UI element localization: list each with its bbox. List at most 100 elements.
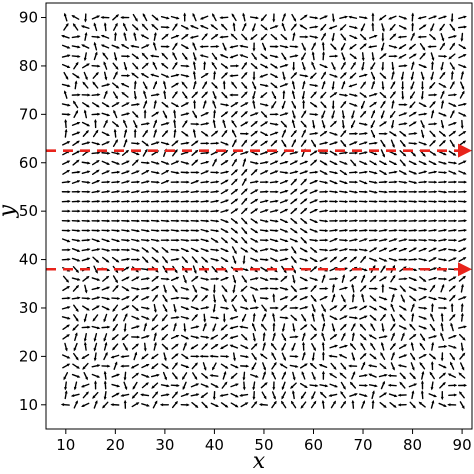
field-arrowhead xyxy=(291,390,295,394)
field-arrowhead xyxy=(440,396,444,401)
field-arrowhead xyxy=(225,189,229,193)
field-arrowhead xyxy=(195,325,200,329)
field-arrowhead xyxy=(174,90,178,95)
field-arrowhead xyxy=(186,199,190,203)
field-arrowhead xyxy=(334,317,338,320)
field-arrowhead xyxy=(443,247,448,251)
field-arrowhead xyxy=(195,383,200,387)
field-arrowhead xyxy=(351,283,355,288)
field-arrowhead xyxy=(243,61,248,66)
field-arrowhead xyxy=(411,22,415,26)
field-arrowhead xyxy=(312,125,316,129)
field-arrowhead xyxy=(141,52,145,56)
field-arrowhead xyxy=(458,391,463,395)
field-arrowhead xyxy=(382,144,386,148)
field-arrowhead xyxy=(290,385,294,389)
field-arrowhead xyxy=(424,209,428,213)
field-arrowhead xyxy=(304,258,309,262)
field-arrowhead xyxy=(135,114,139,118)
field-arrowhead xyxy=(281,396,285,400)
field-arrowhead xyxy=(195,404,199,408)
field-arrowhead xyxy=(254,230,259,234)
field-arrowhead xyxy=(93,347,97,352)
field-arrowhead xyxy=(72,100,76,104)
field-arrowhead xyxy=(136,180,141,184)
field-arrowhead xyxy=(423,258,428,262)
field-arrowhead xyxy=(442,71,446,76)
field-arrowhead xyxy=(429,85,433,90)
field-arrowhead xyxy=(423,287,428,291)
field-arrowhead xyxy=(463,200,468,204)
field-arrowhead xyxy=(433,257,437,261)
field-arrowhead xyxy=(245,307,249,310)
field-arrowhead xyxy=(254,65,258,70)
field-arrowhead xyxy=(264,140,269,144)
field-arrowhead xyxy=(107,209,111,213)
field-arrowhead xyxy=(275,180,279,184)
field-arrowhead xyxy=(275,55,279,59)
field-arrowhead xyxy=(67,190,71,194)
field-arrowhead xyxy=(71,15,75,18)
field-arrowhead xyxy=(384,297,388,301)
field-arrowhead xyxy=(115,259,120,263)
field-arrowhead xyxy=(265,199,269,203)
field-arrowhead xyxy=(255,258,259,262)
field-arrowhead xyxy=(222,80,226,84)
plot-frame xyxy=(45,2,473,430)
field-arrowhead xyxy=(331,115,335,120)
field-arrowhead xyxy=(463,238,467,242)
field-arrowhead xyxy=(333,333,338,338)
field-arrowhead xyxy=(373,101,378,105)
field-arrowhead xyxy=(96,305,100,309)
field-arrowhead xyxy=(85,391,89,395)
field-arrowhead xyxy=(76,180,81,183)
field-arrowhead xyxy=(215,316,220,320)
field-arrowhead xyxy=(229,74,233,78)
field-arrowhead xyxy=(96,169,100,173)
field-arrowhead xyxy=(156,239,160,242)
field-arrowhead xyxy=(374,34,378,38)
field-arrowhead xyxy=(294,295,298,299)
field-arrowhead xyxy=(281,386,285,391)
field-arrowhead xyxy=(332,400,336,405)
field-arrowhead xyxy=(76,374,81,378)
field-arrowhead xyxy=(343,172,348,176)
field-arrowhead xyxy=(77,277,81,281)
x-tick-label: 40 xyxy=(205,436,224,454)
field-arrowhead xyxy=(215,180,220,184)
field-arrowhead xyxy=(432,139,436,144)
field-arrowhead xyxy=(64,128,68,133)
field-arrowhead xyxy=(450,19,454,23)
field-arrowhead xyxy=(430,28,434,32)
field-arrowhead xyxy=(229,55,234,59)
field-arrowhead xyxy=(284,296,289,300)
field-arrowhead xyxy=(105,275,110,279)
field-arrowhead xyxy=(93,357,97,362)
field-arrowhead xyxy=(443,15,448,19)
field-arrowhead xyxy=(274,75,279,78)
field-arrowhead xyxy=(251,366,255,371)
field-arrowhead xyxy=(373,356,377,360)
field-arrowhead xyxy=(114,279,118,284)
field-arrowhead xyxy=(233,357,236,362)
field-arrowhead xyxy=(81,356,85,360)
field-arrowhead xyxy=(195,336,200,339)
field-arrowhead xyxy=(343,323,347,328)
field-arrowhead xyxy=(334,238,338,241)
field-arrowhead xyxy=(351,293,355,297)
field-arrowhead xyxy=(291,347,295,352)
field-arrowhead xyxy=(284,83,289,87)
field-arrowhead xyxy=(453,345,457,349)
field-arrowhead xyxy=(245,132,250,136)
field-arrowhead xyxy=(372,109,375,114)
field-arrowhead xyxy=(204,294,209,299)
field-arrowhead xyxy=(196,199,200,203)
field-arrowhead xyxy=(72,327,76,331)
field-arrowhead xyxy=(186,316,190,320)
field-arrowhead xyxy=(353,275,358,280)
field-arrowhead xyxy=(314,35,319,39)
field-arrowhead xyxy=(413,247,418,251)
field-arrowhead xyxy=(275,199,279,203)
field-arrowhead xyxy=(234,198,239,202)
field-arrowhead xyxy=(432,327,436,332)
